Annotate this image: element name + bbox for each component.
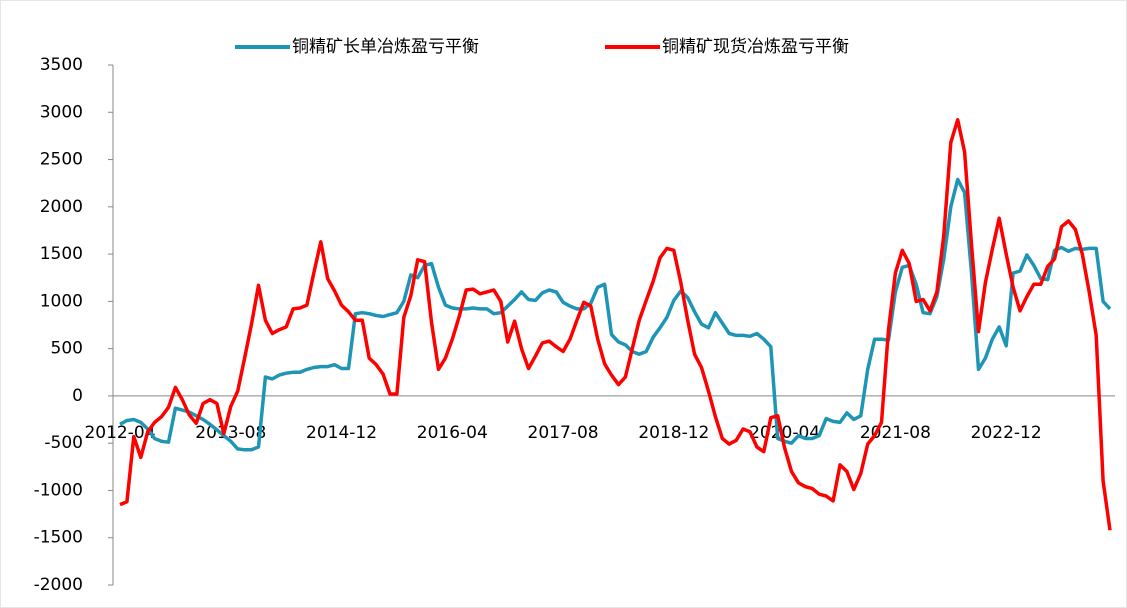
- series-line: [119, 177, 1112, 452]
- x-tick-label: 2018-12: [638, 423, 709, 443]
- legend-label: 铜精矿长单冶炼盈亏平衡: [292, 37, 479, 57]
- y-tick-label: 500: [51, 339, 83, 359]
- series-line: [119, 118, 1112, 531]
- y-tick-label: 3000: [40, 102, 83, 122]
- x-tick-label: 2012-04: [84, 423, 155, 443]
- y-tick-label: 3500: [40, 55, 83, 75]
- y-tick-label: 1500: [40, 244, 83, 264]
- y-tick-label: 1000: [40, 291, 83, 311]
- y-tick-label: -500: [44, 433, 83, 453]
- x-tick-label: 2017-08: [528, 423, 599, 443]
- y-tick-label: 0: [72, 386, 83, 406]
- x-tick-label: 2014-12: [306, 423, 377, 443]
- y-tick-label: -1000: [34, 480, 83, 500]
- x-tick-label: 2016-04: [417, 423, 488, 443]
- y-tick-label: 2000: [40, 197, 83, 217]
- y-tick-label: -2000: [34, 575, 83, 595]
- legend-label: 铜精矿现货冶炼盈亏平衡: [662, 37, 849, 57]
- x-tick-label: 2022-12: [971, 423, 1042, 443]
- y-tick-label: -1500: [34, 528, 83, 548]
- y-tick-label: 2500: [40, 150, 83, 170]
